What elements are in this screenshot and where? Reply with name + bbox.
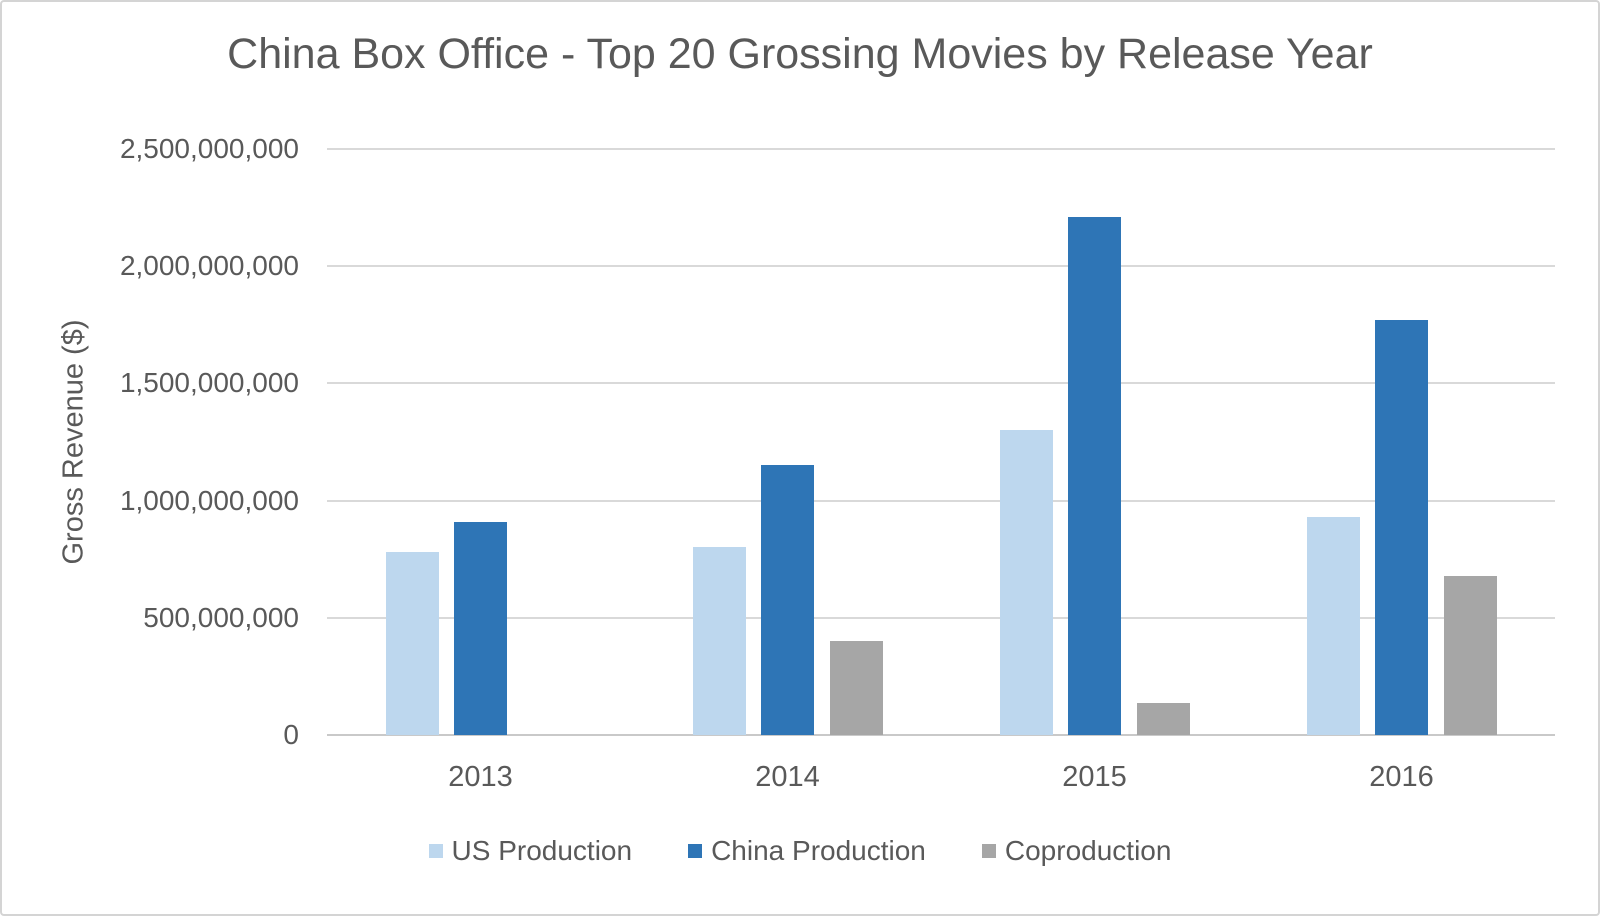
bar-china-production-2015: [1068, 216, 1121, 735]
y-gridline: [327, 148, 1555, 150]
chart-title: China Box Office - Top 20 Grossing Movie…: [227, 30, 1373, 78]
y-tick-label: 1,500,000,000: [119, 367, 299, 399]
y-gridline: [327, 382, 1555, 385]
plot-area: 0 500,000,000 1,000,000,000 1,500,000,000 2,…: [120, 133, 1555, 793]
bar-china-production-2016: [1375, 320, 1428, 735]
y-tick-label: 0: [283, 719, 299, 750]
legend-swatch-icon: [981, 844, 996, 858]
legend-label: US Production: [451, 835, 633, 866]
legend-label: Coproduction: [1004, 835, 1172, 866]
x-tick-label: 2014: [755, 761, 820, 793]
bar-coproduction-2015: [1136, 703, 1190, 735]
x-tick-label: 2015: [1062, 761, 1127, 793]
legend-item-china-production: China Production: [688, 835, 926, 867]
y-tick-label: 2,500,000,000: [119, 133, 299, 164]
y-gridline: [327, 616, 1555, 619]
y-tick-label: 2,000,000,000: [119, 250, 299, 282]
bar-us-production-2015: [999, 430, 1053, 735]
bar-china-production-2013: [454, 521, 507, 735]
bar-coproduction-2014: [829, 641, 883, 735]
legend-item-coproduction: Coproduction: [981, 835, 1172, 867]
bar-coproduction-2016: [1443, 575, 1497, 735]
y-gridline: [327, 499, 1555, 502]
bar-us-production-2016: [1306, 517, 1360, 735]
bar-us-production-2013: [385, 552, 439, 735]
legend-item-us-production: US Production: [428, 835, 633, 867]
legend: US Production China Production Coproductio…: [2, 832, 1598, 870]
legend-swatch-icon: [688, 844, 703, 858]
legend-label: China Production: [711, 835, 926, 866]
y-tick-label: 500,000,000: [143, 601, 299, 633]
y-axis-title: Gross Revenue ($): [57, 319, 90, 565]
y-gridline: [327, 265, 1555, 268]
x-tick-label: 2016: [1369, 761, 1434, 793]
x-tick-label: 2013: [448, 761, 513, 793]
legend-swatch-icon: [428, 844, 443, 858]
y-tick-label: 1,000,000,000: [119, 484, 299, 516]
bar-us-production-2014: [692, 547, 746, 735]
x-axis-line: [327, 734, 1555, 736]
bar-china-production-2014: [761, 465, 814, 735]
